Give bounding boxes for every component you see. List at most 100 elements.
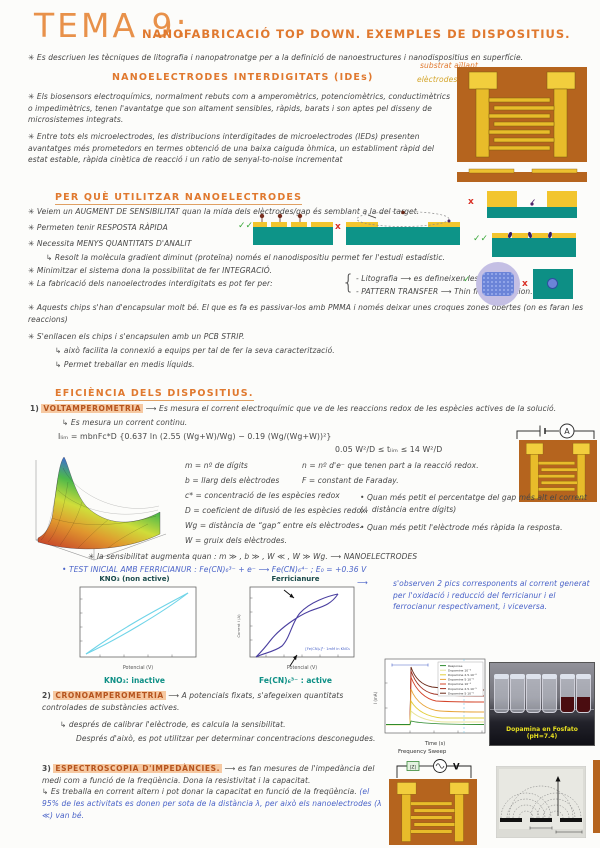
base — [492, 238, 576, 257]
check-mark-icon: ✓ — [463, 275, 471, 285]
electrode-left — [487, 191, 517, 207]
voltammetry-sub: ↳ Es mesura un corrent continu. — [62, 418, 188, 427]
item-blue-note: (el 95% de les activitats es donen per s… — [42, 787, 382, 820]
voltammetry-line: 1) VOLTAMPEROMETRIA ⟶ Es mesura el corre… — [30, 403, 595, 415]
dopamine-photo: Dopamina en Fosfato (pH=7.4) — [489, 662, 595, 746]
cross-mark-icon: x — [468, 197, 474, 207]
item-sub: ↳ Es treballa en corrent altern i pot do… — [42, 787, 357, 797]
cv-inactive-chart: Potencial (V) — [79, 586, 197, 671]
page-title: TEMA 9: — [34, 6, 190, 45]
electrodes — [500, 818, 582, 822]
time-range-formula: 0.05 W²/D ≤ tₗᵢₘ ≤ 14 W²/D — [335, 445, 443, 454]
ferricyanide-test-line: • TEST INICIAL AMB FERRICIANUR : Fe(CN)₆… — [62, 565, 367, 574]
photo-caption: Dopamina en Fosfato (pH=7.4) — [506, 726, 578, 740]
molecule — [401, 210, 405, 215]
field-arcs — [500, 785, 582, 819]
why-bullet-3-sub: ↳ Resolt la molècula gradient diminut (p… — [46, 253, 446, 262]
item-text: ⟶ A potencials fixats, s'afegeixen quant… — [42, 691, 344, 712]
why-bullet-6: ✳ Aquests chips s'han d'encapsular molt … — [28, 303, 584, 324]
electrodes — [468, 71, 576, 158]
molecules — [259, 213, 303, 222]
check-mark-icon: ✓✓ — [238, 221, 254, 231]
svg-text:Response: Response — [448, 664, 463, 668]
electrode-right — [428, 222, 460, 227]
cv-active-title: Ferricianure — [271, 575, 320, 583]
sensitivity-surface-plot — [35, 456, 167, 561]
cross-mark-icon: x — [335, 222, 341, 232]
base — [346, 227, 460, 245]
def-c: c* = concentració de les espècies redox — [185, 491, 340, 500]
ide-side-view-image — [457, 168, 587, 182]
y-axis-label: I (mA) — [373, 691, 378, 704]
y-axis-label: Corrent I (A) — [236, 614, 241, 638]
ide-bullet-2: ✳ Entre tots els microelectrodes, les di… — [28, 132, 435, 165]
impedance-block: 3) ESPECTROSCOPIA D'IMPEDÀNCIES. ⟶ es fa… — [42, 763, 387, 821]
ticks — [80, 598, 173, 657]
note-speed: • Quan més petit l'elèctrode més ràpida … — [360, 523, 563, 532]
x-axis-label: Time (s) — [424, 741, 445, 747]
item-name-voltammetry: VOLTAMPEROMETRIA — [41, 404, 144, 413]
electrodes — [396, 782, 470, 842]
electrodes — [526, 443, 590, 499]
legend-entries: Response Dopamine 10⁻⁶ Dopamine 2.5·10⁻⁶… — [440, 664, 477, 695]
cv-inactive-title: KNO₃ (non active) — [99, 575, 170, 583]
base — [253, 227, 333, 245]
chrono-line: 2) CRONOAMPEROMETRIA ⟶ A potencials fixa… — [42, 690, 372, 713]
micro-gap-diagram — [487, 191, 577, 218]
why-bullet-7-sub2: ↳ Permet treballar en medis líquids. — [55, 360, 195, 369]
check-mark-icon: ✓✓ — [473, 234, 489, 244]
item-text: ⟶ es fan mesures de l'impedància del med… — [42, 764, 375, 785]
molecule-2 — [447, 219, 451, 223]
annotation-substrate: substrat aïllant — [420, 61, 479, 70]
frequency-sweep-label: Frequency Sweep — [398, 749, 447, 755]
cv-curve — [255, 593, 339, 658]
cropped-image-edge — [593, 760, 600, 833]
ide-frequency-image — [389, 779, 477, 845]
chrono-chart: Response Dopamine 10⁻⁶ Dopamine 2.5·10⁻⁶… — [373, 658, 486, 747]
molecule — [530, 199, 535, 206]
vial-dopamine — [560, 674, 575, 713]
passivated-area — [482, 272, 514, 296]
item-name-chrono: CRONOAMPEROMETRIA — [53, 691, 166, 700]
voltage-label: V — [453, 763, 460, 773]
electrode-segments — [492, 233, 576, 238]
item-name-impedance: ESPECTROSCOPIA D'IMPEDÀNCIES. — [53, 764, 223, 773]
substrate — [457, 172, 587, 182]
in-plot-note: [Fe(CN)₆]³⁻ 1mM in KNO₃ — [305, 647, 350, 651]
cv-curve — [85, 592, 189, 655]
ammeter-label: A — [564, 427, 570, 436]
pads — [468, 168, 578, 174]
chrono-sub1: ↳ després de calibrar l'elèctrode, es ca… — [60, 720, 286, 729]
x-axis-label: Potencial (V) — [123, 665, 153, 671]
ammeter-icon — [559, 423, 575, 439]
svg-text:Dopamine 10⁻⁶: Dopamine 10⁻⁶ — [448, 668, 472, 672]
diffusion-zone — [356, 211, 450, 227]
section-heading-efficiency: EFICIÈNCIA DELS DISPOSITIUS. — [55, 388, 254, 401]
ide-measure-image — [519, 440, 597, 502]
pmma-chip-diagram — [476, 262, 520, 306]
base — [487, 207, 577, 218]
annotation-arrows — [283, 589, 298, 667]
electrode-right — [547, 191, 577, 207]
vial — [510, 674, 525, 713]
electrode-left — [346, 222, 378, 227]
field-lines-diagram — [496, 766, 586, 838]
cv-inactive-caption: KNO₃: inactive — [104, 676, 165, 685]
blue-annotations — [391, 663, 429, 667]
frequency-sweep-circuit: |Z| V — [396, 759, 472, 778]
impedance-box — [406, 761, 420, 771]
why-bullet-4: ✳ Minimitzar el sistema dona la possibil… — [28, 266, 272, 275]
item-number: 3) — [42, 764, 51, 773]
vial — [494, 674, 509, 713]
nano-sensing-diagram — [253, 213, 333, 245]
impedance-label: |Z| — [410, 764, 416, 770]
note-gap-current: • Quan més petit el percentatge del gap … — [360, 493, 588, 514]
dimension-marks — [529, 826, 583, 834]
section-heading-ide: NANOELECTRODES INTERDIGITATS (IDEs) — [112, 72, 374, 83]
ide-top-view-image — [457, 67, 587, 162]
ide-bullet-1: ✳ Els biosensors electroquímics, normalm… — [28, 92, 451, 125]
ticks — [250, 597, 339, 657]
arrow — [367, 214, 377, 219]
nano-gap-diagram — [492, 231, 576, 257]
wires — [396, 765, 472, 778]
